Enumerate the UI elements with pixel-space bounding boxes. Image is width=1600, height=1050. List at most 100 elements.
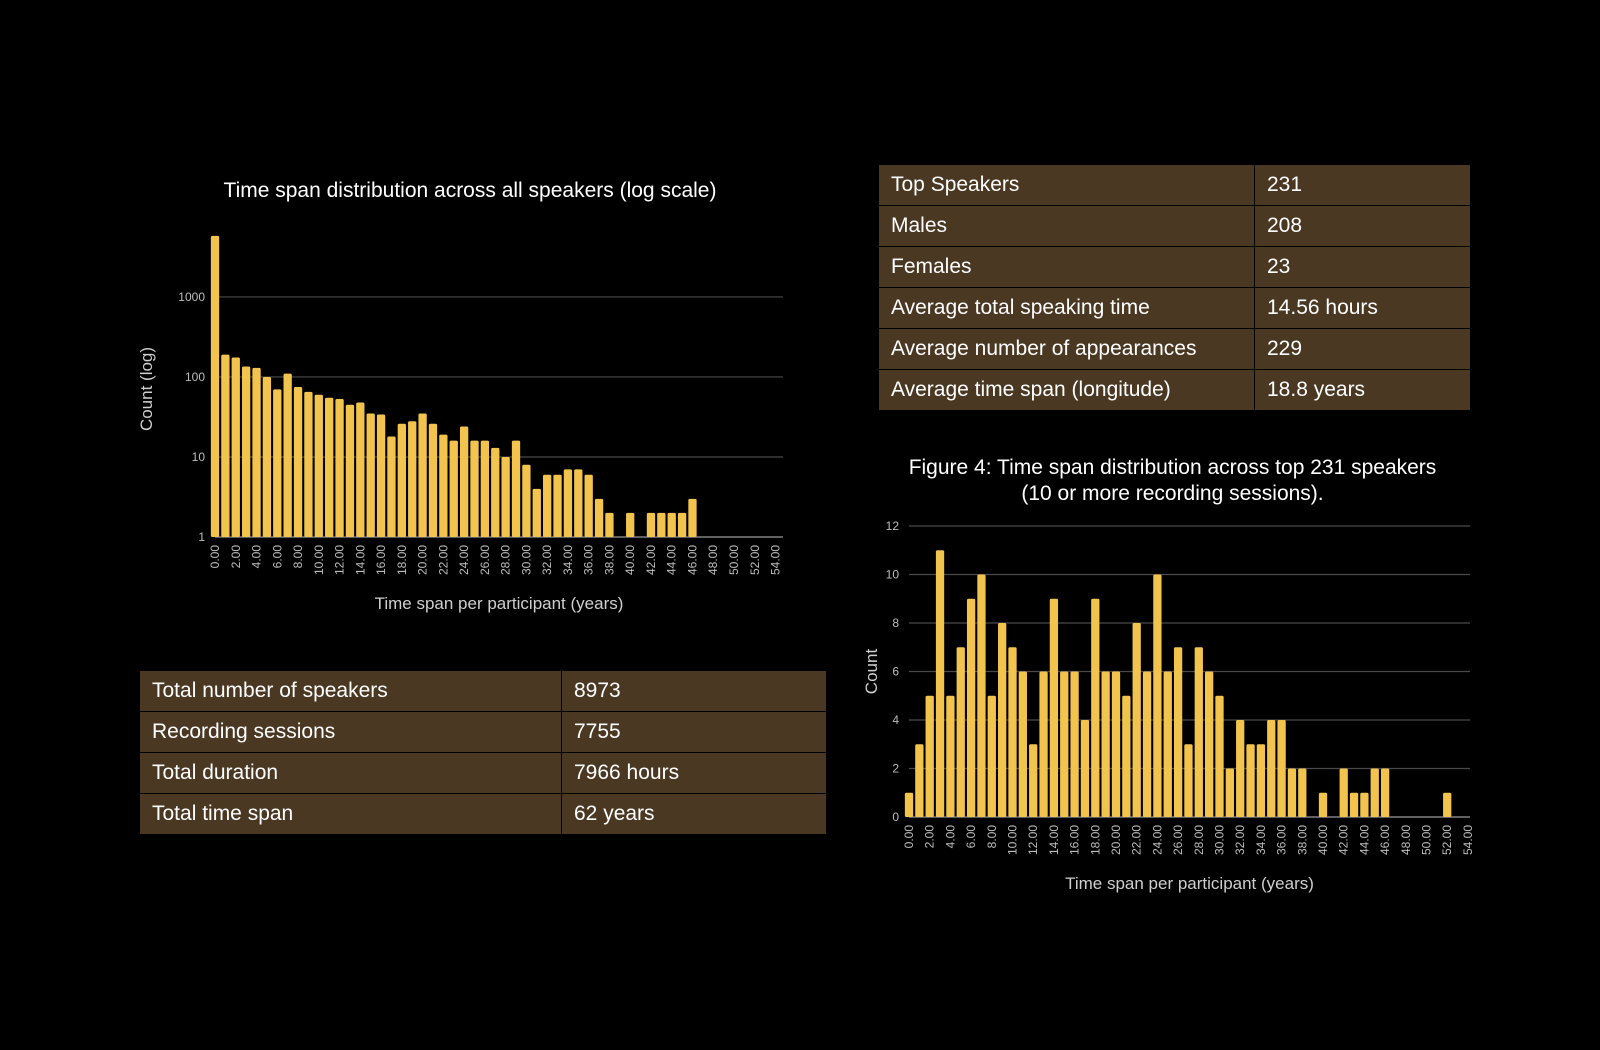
bar: [1194, 647, 1203, 817]
x-tick-label: 18.00: [1088, 825, 1102, 855]
stat-value: 208: [1254, 205, 1471, 247]
x-tick-label: 14.00: [1047, 825, 1061, 855]
stat-label: Total number of speakers: [139, 670, 562, 712]
stat-value: 7755: [561, 711, 827, 753]
stat-value: 18.8 years: [1254, 369, 1471, 411]
x-tick-label: 34.00: [1254, 825, 1268, 855]
bar: [293, 386, 303, 537]
x-tick-label: 4.00: [250, 545, 264, 569]
x-tick-label: 12.00: [333, 545, 347, 575]
stat-label: Average number of appearances: [878, 328, 1255, 370]
x-tick-label: 28.00: [1192, 825, 1206, 855]
x-tick-label: 32.00: [1233, 825, 1247, 855]
bar: [491, 447, 500, 537]
bar: [1039, 671, 1048, 817]
x-tick-label: 8.00: [291, 545, 305, 569]
bar: [563, 469, 573, 537]
x-tick-label: 42.00: [1337, 825, 1351, 855]
bar: [935, 550, 945, 817]
x-tick-label: 50.00: [727, 545, 741, 575]
bar: [667, 512, 676, 537]
y-axis-title: Count (log): [137, 347, 156, 431]
x-tick-label: 54.00: [769, 545, 783, 575]
x-tick-label: 40.00: [1316, 825, 1330, 855]
bar: [273, 389, 282, 537]
summary-stats-table: Total number of speakers 8973 Recording s…: [139, 670, 827, 835]
bar: [304, 391, 313, 537]
chart-title-line-2: (10 or more recording sessions).: [1021, 482, 1324, 505]
stat-label: Top Speakers: [878, 164, 1255, 206]
x-tick-label: 22.00: [436, 545, 450, 575]
y-tick-label: 6: [892, 665, 899, 679]
bar: [252, 367, 261, 537]
x-tick-label: 48.00: [706, 545, 720, 575]
table-row: Females 23: [878, 246, 1471, 288]
bar: [231, 357, 240, 537]
x-tick-label: 4.00: [943, 825, 957, 849]
y-tick-label: 10: [192, 450, 206, 464]
bar: [946, 695, 955, 817]
bar: [459, 426, 469, 537]
x-tick-label: 12.00: [1026, 825, 1040, 855]
bar: [966, 598, 976, 817]
bar: [356, 402, 365, 537]
x-tick-label: 26.00: [1171, 825, 1185, 855]
table-row: Recording sessions 7755: [139, 711, 827, 753]
bar: [1101, 671, 1110, 817]
bar: [688, 498, 697, 537]
stat-label: Average total speaking time: [878, 287, 1255, 329]
bar: [408, 421, 417, 537]
bar: [1173, 647, 1183, 817]
bar: [977, 574, 986, 817]
chart-title-top-speakers: Figure 4: Time span distribution across …: [860, 455, 1485, 507]
y-tick-label: 1000: [178, 290, 205, 304]
bar: [605, 512, 614, 537]
bar: [1060, 671, 1069, 817]
y-tick-label: 0: [892, 810, 899, 824]
y-tick-label: 2: [892, 762, 899, 776]
x-tick-label: 36.00: [582, 545, 596, 575]
bar: [925, 695, 934, 817]
y-tick-label: 10: [886, 568, 900, 582]
bar: [428, 423, 438, 537]
bar: [532, 488, 541, 537]
bar: [1225, 768, 1234, 817]
x-tick-label: 30.00: [1213, 825, 1227, 855]
bar: [1018, 671, 1027, 817]
bar: [584, 474, 593, 537]
bar: [501, 456, 510, 537]
bar: [1370, 768, 1379, 817]
stat-value: 62 years: [561, 793, 827, 835]
bar: [1298, 768, 1307, 817]
bar: [1205, 671, 1214, 817]
bar: [1277, 720, 1286, 817]
stat-label: Total time span: [139, 793, 562, 835]
x-tick-label: 36.00: [1275, 825, 1289, 855]
x-axis-title: Time span per participant (years): [1065, 874, 1314, 893]
stat-label: Recording sessions: [139, 711, 562, 753]
bar: [335, 399, 344, 537]
bar: [1256, 744, 1266, 817]
x-tick-label: 42.00: [644, 545, 658, 575]
stat-value: 229: [1254, 328, 1471, 370]
stat-value: 23: [1254, 246, 1471, 288]
stat-label: Males: [878, 205, 1255, 247]
bar: [543, 474, 552, 537]
bar: [1349, 792, 1359, 817]
bar: [262, 376, 272, 537]
y-tick-label: 4: [892, 713, 899, 727]
y-tick-label: 1: [198, 530, 205, 544]
stat-value: 7966 hours: [561, 752, 827, 794]
bar: [397, 423, 406, 537]
x-tick-label: 24.00: [1150, 825, 1164, 855]
bar: [314, 394, 323, 537]
y-tick-label: 8: [892, 616, 899, 630]
x-tick-label: 32.00: [540, 545, 554, 575]
bar: [283, 373, 292, 537]
bar: [1080, 720, 1090, 817]
bar: [522, 464, 531, 537]
x-tick-label: 28.00: [499, 545, 513, 575]
x-tick-label: 16.00: [1068, 825, 1082, 855]
x-tick-label: 2.00: [923, 825, 937, 849]
y-tick-label: 12: [886, 519, 900, 533]
